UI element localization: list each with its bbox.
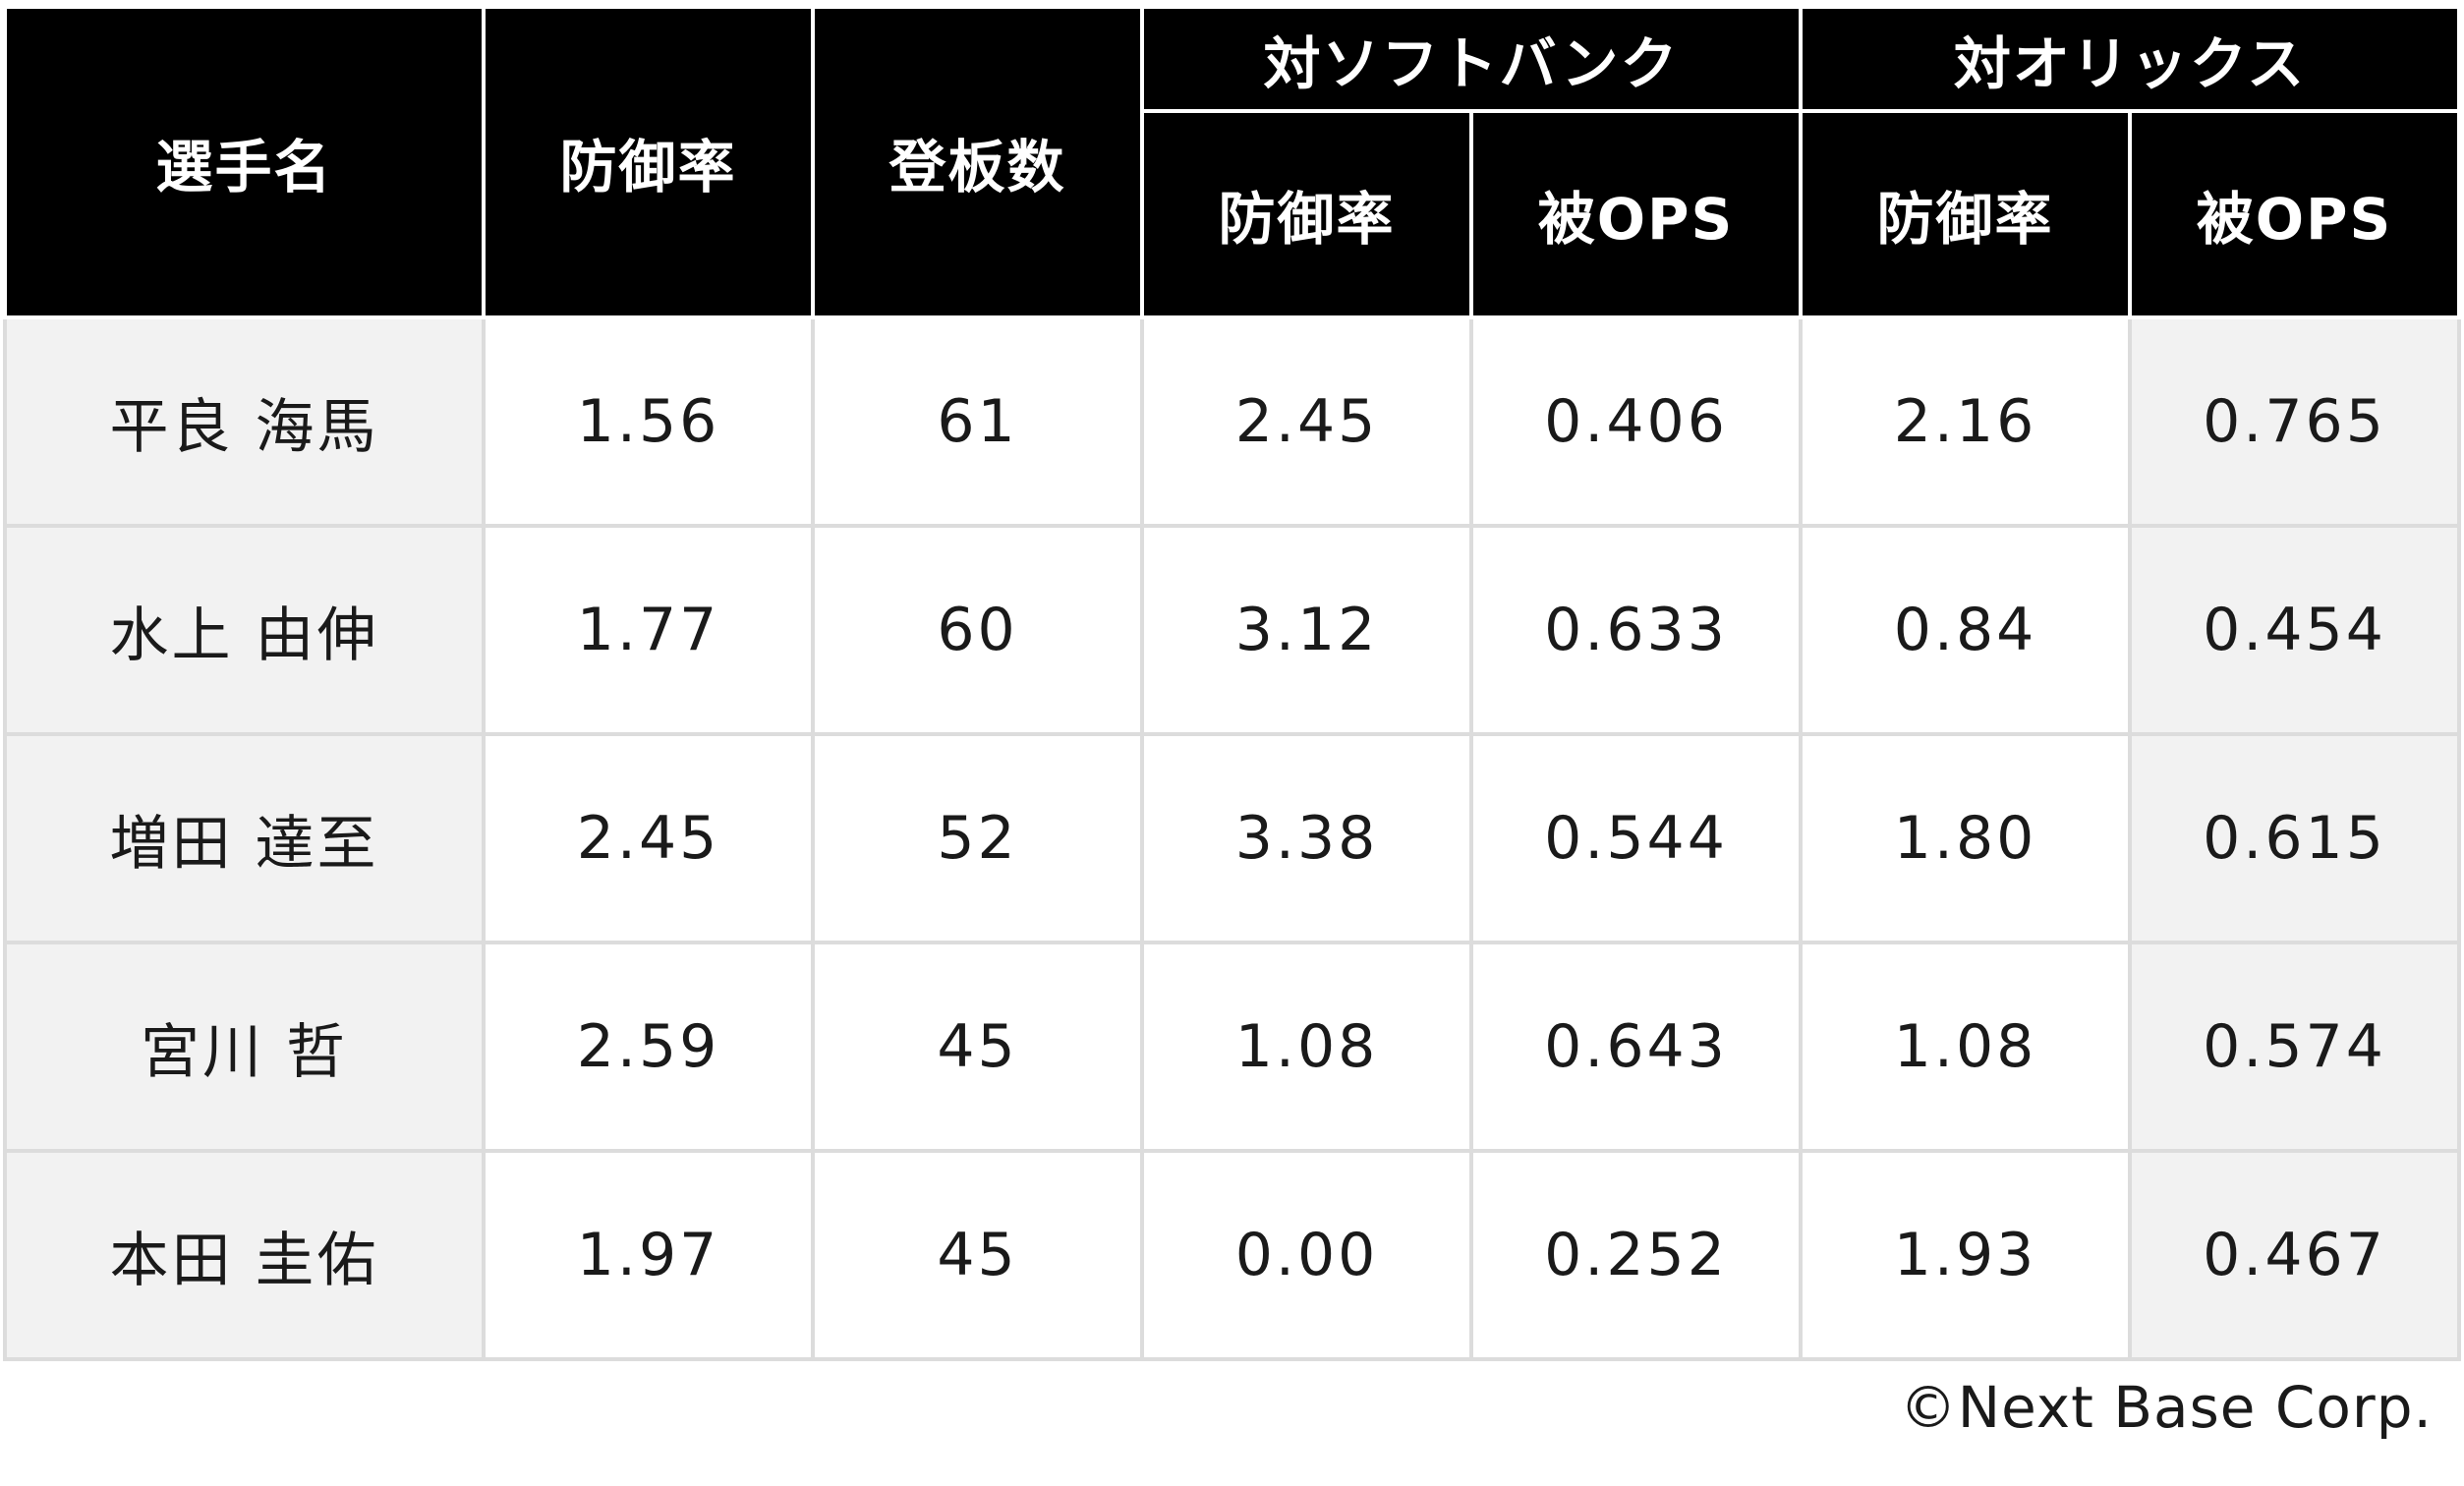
cell-era: 1.77 <box>482 524 815 736</box>
table-row: 増田 達至 2.45 52 3.38 0.544 1.80 0.615 <box>3 732 2461 944</box>
header-orix-ops: 被OPS <box>2128 109 2461 319</box>
cell-softbank-era: 3.38 <box>1140 732 1473 944</box>
header-softbank-era: 防御率 <box>1140 109 1473 319</box>
header-name: 選手名 <box>3 5 486 319</box>
cell-softbank-ops: 0.544 <box>1469 732 1803 944</box>
cell-player-name: 本田 圭佑 <box>3 1149 486 1361</box>
copyright-notice: ©Next Base Corp. <box>1899 1374 2433 1441</box>
cell-orix-ops: 0.615 <box>2128 732 2461 944</box>
cell-games: 60 <box>811 524 1144 736</box>
cell-softbank-ops: 0.252 <box>1469 1149 1803 1361</box>
cell-games: 52 <box>811 732 1144 944</box>
cell-orix-era: 1.93 <box>1799 1149 2132 1361</box>
cell-orix-era: 2.16 <box>1799 315 2132 528</box>
cell-player-name: 宮川 哲 <box>3 941 486 1153</box>
table-row: 平良 海馬 1.56 61 2.45 0.406 2.16 0.765 <box>3 315 2461 528</box>
cell-orix-era: 0.84 <box>1799 524 2132 736</box>
cell-softbank-ops: 0.406 <box>1469 315 1803 528</box>
header-softbank-ops: 被OPS <box>1469 109 1803 319</box>
cell-orix-ops: 0.454 <box>2128 524 2461 736</box>
cell-softbank-ops: 0.643 <box>1469 941 1803 1153</box>
header-row-sub: 防御率 被OPS 防御率 被OPS <box>5 109 2461 319</box>
cell-orix-ops: 0.765 <box>2128 315 2461 528</box>
header-group-orix: 対オリックス <box>1799 5 2461 113</box>
header-orix-era: 防御率 <box>1799 109 2132 319</box>
cell-era: 2.45 <box>482 732 815 944</box>
header-era: 防御率 <box>482 5 815 319</box>
table-row: 宮川 哲 2.59 45 1.08 0.643 1.08 0.574 <box>3 941 2461 1153</box>
table-row: 本田 圭佑 1.97 45 0.00 0.252 1.93 0.467 <box>3 1149 2461 1361</box>
cell-orix-era: 1.80 <box>1799 732 2132 944</box>
cell-orix-ops: 0.467 <box>2128 1149 2461 1361</box>
cell-player-name: 増田 達至 <box>3 732 486 944</box>
cell-games: 45 <box>811 941 1144 1153</box>
cell-softbank-era: 0.00 <box>1140 1149 1473 1361</box>
header-group-softbank: 対ソフトバンク <box>1140 5 1803 113</box>
pitching-stats-table: 選手名 防御率 登板数 対ソフトバンク 対オリックス 防御率 被OPS 防御率 … <box>3 5 2461 1361</box>
table-row: 水上 由伸 1.77 60 3.12 0.633 0.84 0.454 <box>3 524 2461 736</box>
cell-era: 1.56 <box>482 315 815 528</box>
header-games: 登板数 <box>811 5 1144 319</box>
cell-orix-ops: 0.574 <box>2128 941 2461 1153</box>
header-row-top: 選手名 防御率 登板数 対ソフトバンク 対オリックス <box>3 5 2461 319</box>
cell-softbank-era: 2.45 <box>1140 315 1473 528</box>
cell-player-name: 平良 海馬 <box>3 315 486 528</box>
cell-player-name: 水上 由伸 <box>3 524 486 736</box>
cell-softbank-ops: 0.633 <box>1469 524 1803 736</box>
cell-games: 61 <box>811 315 1144 528</box>
cell-orix-era: 1.08 <box>1799 941 2132 1153</box>
cell-games: 45 <box>811 1149 1144 1361</box>
cell-softbank-era: 1.08 <box>1140 941 1473 1153</box>
cell-era: 2.59 <box>482 941 815 1153</box>
cell-softbank-era: 3.12 <box>1140 524 1473 736</box>
cell-era: 1.97 <box>482 1149 815 1361</box>
